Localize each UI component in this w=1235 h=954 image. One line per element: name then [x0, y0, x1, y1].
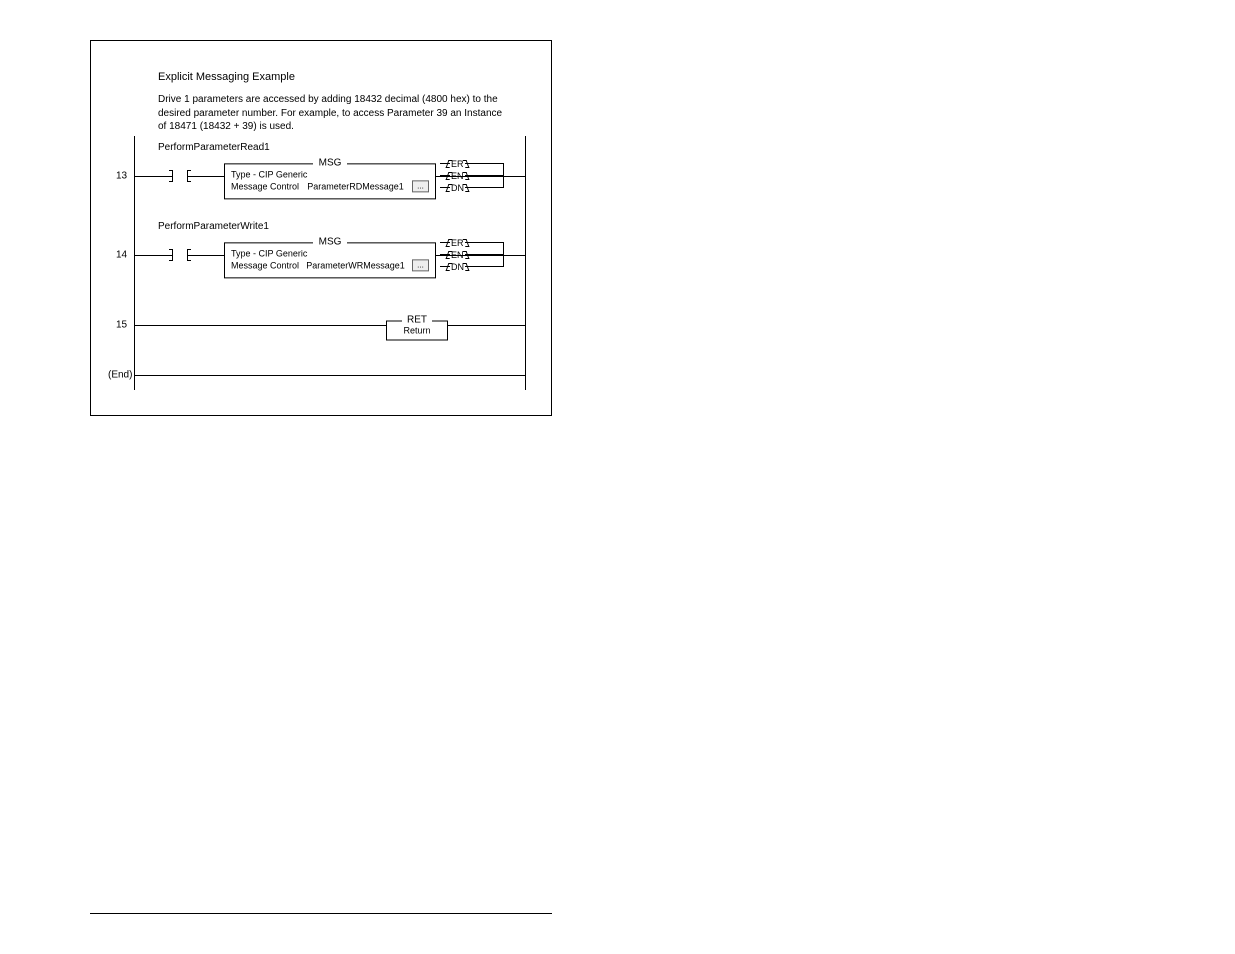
rung-13-tag: PerformParameterRead1 [158, 142, 526, 153]
rung-14-number: 14 [116, 249, 127, 260]
msg-ctrl-label-read: Message Control [231, 180, 299, 192]
xic-contact-write [166, 247, 194, 263]
diagram-description: Drive 1 parameters are accessed by addin… [158, 93, 508, 134]
pin-dn-read: DN [450, 183, 465, 193]
msg-ctrl-value-write: ParameterWRMessage1 [306, 259, 405, 271]
msg-status-pins-write: EN DN ER [440, 237, 504, 273]
rung-end: (End) [116, 360, 526, 390]
msg-ctrl-value-read: ParameterRDMessage1 [307, 180, 404, 192]
rung-14-tag: PerformParameterWrite1 [158, 221, 526, 232]
diagram-title: Explicit Messaging Example [158, 71, 526, 83]
page-footer-rule [90, 913, 552, 914]
msg-block-read: MSG Type - CIP Generic Message Control P… [224, 152, 436, 199]
msg-header-write: MSG [313, 236, 347, 247]
pin-dn-write: DN [450, 262, 465, 272]
ladder-diagram: PerformParameterRead1 13 MSG Type - CIP … [116, 142, 526, 390]
rung-15: 15 RET Return [116, 300, 526, 350]
msg-ctrl-label-write: Message Control [231, 259, 299, 271]
msg-config-button-read[interactable]: ... [412, 180, 429, 192]
msg-config-button-write[interactable]: ... [412, 259, 429, 271]
rung-13-number: 13 [116, 170, 127, 181]
msg-type-read: Type - CIP Generic [231, 168, 429, 180]
rung-15-number: 15 [116, 319, 127, 330]
msg-type-write: Type - CIP Generic [231, 247, 429, 259]
rung-end-label: (End) [108, 369, 132, 380]
msg-block-write: MSG Type - CIP Generic Message Control P… [224, 231, 436, 278]
rung-14: 14 MSG Type - CIP Generic Message Contro… [116, 234, 526, 276]
msg-header-read: MSG [313, 157, 347, 168]
xic-contact-read [166, 168, 194, 184]
pin-er-write: ER [450, 238, 465, 248]
msg-status-pins-read: EN DN ER [440, 158, 504, 194]
rung-13: 13 MSG Type - CIP Generic Message Contro… [116, 155, 526, 197]
diagram-frame: Explicit Messaging Example Drive 1 param… [90, 40, 552, 416]
pin-er-read: ER [450, 159, 465, 169]
ret-block: RET Return [386, 309, 448, 340]
ret-header: RET [402, 314, 432, 325]
pin-en-write: EN [450, 250, 465, 260]
pin-en-read: EN [450, 171, 465, 181]
